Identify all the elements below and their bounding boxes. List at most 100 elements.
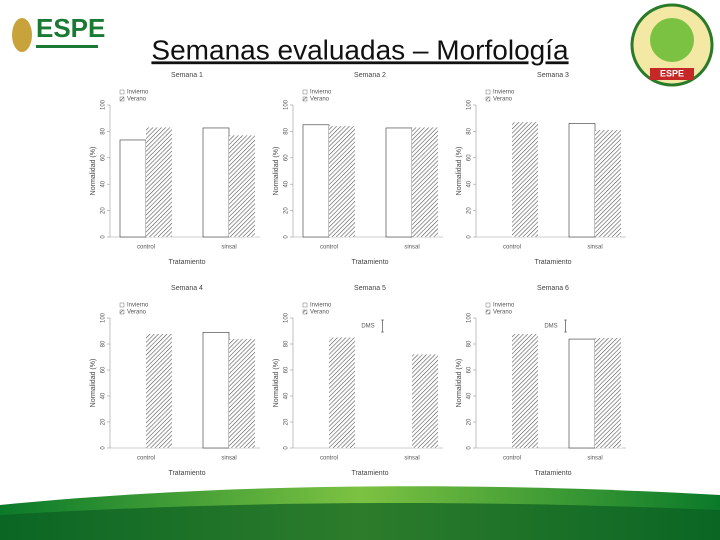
- legend-label: Invierno: [310, 90, 332, 96]
- y-tick-label: 40: [101, 392, 107, 399]
- x-axis-label: Tratamiento: [168, 470, 205, 477]
- x-tick-label: sinsal: [587, 456, 602, 462]
- x-axis-label: Tratamiento: [351, 259, 388, 266]
- bar: [595, 338, 621, 448]
- chart-title: Semana 1: [171, 72, 203, 79]
- bar: [119, 139, 147, 238]
- bar: [202, 127, 230, 238]
- legend-swatch: [485, 96, 491, 102]
- y-tick-label: 100: [467, 312, 473, 323]
- y-tick-label: 60: [467, 154, 473, 161]
- legend-label: Verano: [493, 97, 513, 103]
- bar: [385, 127, 413, 238]
- x-tick-label: sinsal: [404, 456, 419, 462]
- legend-label: Invierno: [127, 90, 149, 96]
- legend-swatch: [302, 96, 308, 102]
- y-tick-label: 100: [101, 99, 107, 110]
- x-tick-label: control: [137, 245, 155, 251]
- y-axis-label: Normalidad (%): [273, 359, 280, 408]
- legend-swatch: [485, 89, 491, 95]
- bar: [146, 333, 172, 448]
- legend-swatch: [302, 309, 308, 315]
- y-tick-label: 100: [284, 99, 290, 110]
- y-tick-label: 60: [284, 154, 290, 161]
- x-tick-label: control: [320, 456, 338, 462]
- y-tick-label: 0: [101, 235, 107, 239]
- bar: [146, 127, 172, 237]
- legend-label: Invierno: [493, 303, 515, 309]
- bar: [412, 127, 438, 237]
- y-tick-label: 100: [467, 99, 473, 110]
- legend-label: Verano: [127, 310, 147, 316]
- bar: [412, 354, 438, 448]
- y-axis-label: Normalidad (%): [90, 359, 97, 408]
- y-tick-label: 20: [101, 207, 107, 214]
- y-tick-label: 40: [467, 392, 473, 399]
- chart-title: Semana 3: [537, 72, 569, 79]
- y-tick-label: 40: [284, 180, 290, 187]
- x-axis-label: Tratamiento: [534, 259, 571, 266]
- x-axis-label: Tratamiento: [351, 470, 388, 477]
- legend-swatch: [119, 96, 125, 102]
- legend-label: Invierno: [127, 303, 149, 309]
- x-tick-label: control: [137, 456, 155, 462]
- bar: [568, 123, 596, 238]
- logo-left: ESPE: [12, 13, 105, 52]
- annotation: DMS: [544, 324, 557, 330]
- y-tick-label: 60: [467, 366, 473, 373]
- chart-title: Semana 4: [171, 285, 203, 292]
- y-tick-label: 20: [284, 418, 290, 425]
- bar: [512, 333, 538, 448]
- logo-text: ESPE: [36, 13, 105, 43]
- y-tick-label: 80: [101, 127, 107, 134]
- chart-title: Semana 6: [537, 285, 569, 292]
- y-tick-label: 100: [101, 312, 107, 323]
- y-tick-label: 40: [467, 180, 473, 187]
- logo-right: ESPE: [630, 3, 714, 87]
- legend-label: Verano: [310, 97, 330, 103]
- y-tick-label: 20: [284, 207, 290, 214]
- bar: [302, 124, 330, 238]
- bar: [329, 126, 355, 237]
- y-tick-label: 60: [101, 154, 107, 161]
- y-tick-label: 20: [467, 418, 473, 425]
- footer-wave: [0, 503, 720, 540]
- y-axis-label: Normalidad (%): [90, 147, 97, 196]
- bar: [229, 339, 255, 448]
- legend-label: Invierno: [310, 303, 332, 309]
- legend-swatch: [119, 309, 125, 315]
- legend-label: Verano: [127, 97, 147, 103]
- y-tick-label: 40: [101, 180, 107, 187]
- legend-label: Verano: [310, 310, 330, 316]
- legend-swatch: [302, 302, 308, 308]
- y-tick-label: 0: [284, 235, 290, 239]
- y-tick-label: 0: [284, 446, 290, 450]
- y-tick-label: 40: [284, 392, 290, 399]
- x-tick-label: control: [320, 245, 338, 251]
- y-tick-label: 20: [101, 418, 107, 425]
- legend-swatch: [485, 309, 491, 315]
- bar: [329, 337, 355, 448]
- y-tick-label: 60: [284, 366, 290, 373]
- bar: [229, 135, 255, 237]
- y-axis-label: Normalidad (%): [273, 147, 280, 196]
- y-tick-label: 0: [101, 446, 107, 450]
- logo-text: ESPE: [660, 68, 684, 78]
- legend-swatch: [119, 89, 125, 95]
- y-tick-label: 80: [284, 340, 290, 347]
- x-axis-label: Tratamiento: [534, 470, 571, 477]
- legend-label: Invierno: [493, 90, 515, 96]
- x-tick-label: sinsal: [221, 456, 236, 462]
- legend-swatch: [302, 89, 308, 95]
- y-tick-label: 80: [284, 127, 290, 134]
- annotation-bar: [564, 319, 567, 333]
- annotation-bar: [381, 319, 384, 333]
- chart-title: Semana 2: [354, 72, 386, 79]
- y-tick-label: 60: [101, 366, 107, 373]
- y-tick-label: 80: [101, 340, 107, 347]
- bar: [202, 331, 230, 449]
- legend-swatch: [119, 302, 125, 308]
- bar: [595, 130, 621, 237]
- x-tick-label: control: [503, 245, 521, 251]
- legend-label: Verano: [493, 310, 513, 316]
